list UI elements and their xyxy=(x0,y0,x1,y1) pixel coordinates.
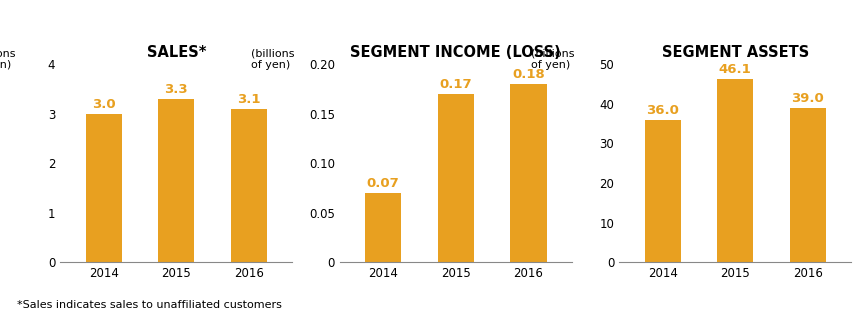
Bar xyxy=(717,79,753,262)
Text: *Sales indicates sales to unaffiliated customers: *Sales indicates sales to unaffiliated c… xyxy=(17,300,282,310)
Text: 3.3: 3.3 xyxy=(164,83,188,96)
Text: (billions
of yen): (billions of yen) xyxy=(0,48,15,70)
Bar xyxy=(158,99,194,262)
Title: SEGMENT ASSETS: SEGMENT ASSETS xyxy=(661,45,809,60)
Title: SEGMENT INCOME (LOSS): SEGMENT INCOME (LOSS) xyxy=(350,45,562,60)
Bar xyxy=(438,94,474,262)
Text: 0.18: 0.18 xyxy=(512,68,544,81)
Text: 46.1: 46.1 xyxy=(719,63,752,76)
Text: 3.1: 3.1 xyxy=(237,93,261,106)
Title: SALES*: SALES* xyxy=(146,45,206,60)
Text: (billions
of yen): (billions of yen) xyxy=(251,48,295,70)
Text: 0.17: 0.17 xyxy=(439,78,472,91)
Bar xyxy=(366,193,402,262)
Bar xyxy=(645,120,681,262)
Bar xyxy=(230,108,267,262)
Text: 0.07: 0.07 xyxy=(367,177,400,190)
Text: 39.0: 39.0 xyxy=(791,92,824,105)
Bar xyxy=(789,108,826,262)
Text: 36.0: 36.0 xyxy=(647,104,679,116)
Bar xyxy=(510,84,546,262)
Text: 3.0: 3.0 xyxy=(92,98,115,111)
Bar xyxy=(86,114,122,262)
Text: (billions
of yen): (billions of yen) xyxy=(531,48,574,70)
